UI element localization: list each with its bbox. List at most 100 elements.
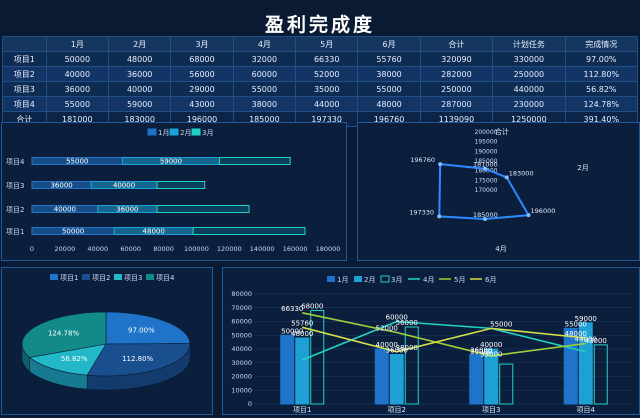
combo-data-label: 36000 — [386, 347, 408, 355]
table-header-cell — [2, 36, 47, 52]
radar-tick-label: 190000 — [475, 148, 498, 155]
table-cell: 97.00% — [564, 51, 639, 67]
x-tick-label: 140000 — [250, 245, 275, 253]
pie-slice — [105, 311, 191, 345]
table-cell: 50000 — [45, 51, 110, 67]
combo-bar — [389, 354, 404, 405]
legend-label: 项目3 — [124, 274, 142, 282]
x-tick-label: 120000 — [217, 245, 242, 253]
radar-point — [438, 162, 443, 167]
combo-bar — [404, 326, 419, 405]
legend-swatch — [50, 274, 58, 280]
table-cell: 29000 — [170, 81, 234, 97]
x-tick-label: 180000 — [316, 245, 341, 253]
radar-tick-label: 180000 — [475, 168, 498, 175]
bar-data-label: 59000 — [160, 158, 182, 166]
hbar-chart: 1月 2月 3月 0 20000 40000 60000 80000 100000 120000 1… — [6, 128, 341, 253]
table-header-cell: 2月 — [107, 36, 172, 52]
radar-axis-label: 4月 — [495, 245, 506, 253]
legend-swatch — [114, 274, 122, 280]
pie-slice — [86, 343, 191, 377]
combo-data-label: 60000 — [386, 314, 408, 322]
table-cell: 282000 — [419, 66, 494, 82]
radar-tick-label: 185000 — [475, 158, 498, 165]
table-cell: 项目2 — [2, 66, 47, 82]
pie-slice-label: 124.78% — [48, 330, 79, 338]
table-cell: 230000 — [492, 96, 566, 112]
table-cell: 55000 — [357, 81, 421, 97]
table-cell: 320090 — [419, 51, 494, 67]
combo-data-label: 55760 — [291, 319, 313, 327]
legend-label: 3月 — [391, 276, 402, 284]
legend-swatch — [327, 276, 335, 282]
table-cell: 35000 — [295, 81, 359, 97]
x-tick-label: 0 — [30, 245, 34, 253]
legend-label: 项目2 — [92, 274, 110, 282]
y-tick-label: 项目3 — [6, 182, 24, 190]
legend-swatch — [354, 276, 362, 282]
y-tick-label: 10000 — [231, 386, 252, 394]
legend-label: 4月 — [423, 276, 434, 284]
legend-label: 1月 — [158, 129, 169, 137]
table-row: 项目2 40000 36000 56000 60000 52000 38000 282000 2… — [2, 66, 639, 82]
y-tick-label: 0 — [248, 400, 252, 408]
y-tick-label: 50000 — [231, 331, 252, 339]
y-tick-label: 80000 — [231, 290, 252, 298]
combo-bar — [295, 337, 310, 405]
combo-data-label: 40000 — [480, 341, 502, 349]
legend-swatch — [380, 275, 390, 283]
combo-data-label: 68000 — [301, 303, 323, 311]
bar-data-label: 55000 — [66, 158, 88, 166]
legend-label: 5月 — [454, 276, 465, 284]
x-tick-label: 80000 — [153, 245, 174, 253]
table-cell: 52000 — [295, 66, 359, 82]
bar-data-label: 36000 — [50, 182, 72, 190]
table-cell: 44000 — [295, 96, 359, 112]
table-cell: 55760 — [357, 51, 421, 67]
table-cell: 330000 — [492, 51, 566, 67]
combo-line — [301, 320, 586, 361]
table-cell: 43000 — [170, 96, 234, 112]
x-tick-label: 60000 — [120, 245, 141, 253]
combo-data-label: 66330 — [281, 305, 303, 313]
table-row: 项目1 50000 48000 68000 32000 66330 55760 320090 3… — [2, 51, 639, 67]
combo-chart-panel: 1月 2月 3月 4月 5月 6月 0 10000 20000 30000 40000 50000 60… — [222, 267, 640, 415]
x-tick-label: 160000 — [283, 245, 308, 253]
table-header-cell: 5月 — [295, 36, 359, 52]
combo-chart: 1月 2月 3月 4月 5月 6月 0 10000 20000 30000 40000 50000 60… — [231, 275, 633, 414]
legend-label: 6月 — [485, 276, 496, 284]
table-cell: 68000 — [170, 51, 234, 67]
y-tick-label: 项目2 — [6, 206, 24, 214]
combo-bar — [374, 348, 389, 405]
table-header-cell: 3月 — [170, 36, 234, 52]
table-header-cell: 6月 — [357, 36, 421, 52]
combo-bar — [484, 348, 499, 405]
radar-point — [483, 166, 487, 171]
bar-segment — [156, 205, 250, 213]
radar-tick-label: 175000 — [475, 177, 498, 184]
combo-data-label: 55000 — [565, 320, 587, 328]
x-tick-label: 项目2 — [388, 406, 406, 414]
x-tick-label: 项目3 — [482, 406, 500, 414]
combo-bar — [469, 354, 484, 405]
y-tick-label: 40000 — [231, 345, 252, 353]
table-cell: 40000 — [45, 66, 110, 82]
legend-label: 项目1 — [60, 274, 78, 282]
combo-bar — [280, 334, 295, 405]
y-tick-label: 60000 — [231, 318, 252, 326]
legend-label: 2月 — [180, 129, 191, 137]
radar-axis-label: 2月 — [577, 164, 588, 172]
table-cell: 66330 — [295, 51, 359, 67]
radar-point-label: 196760 — [410, 156, 435, 164]
table-header-cell: 1月 — [45, 36, 110, 52]
bar-segment — [192, 227, 306, 235]
combo-data-label: 36000 — [470, 347, 492, 355]
radar-point-label: 185000 — [473, 211, 498, 219]
combo-data-label: 48000 — [565, 330, 587, 338]
table-cell: 56.82% — [564, 81, 639, 97]
combo-data-label: 56000 — [396, 319, 418, 327]
table-header-cell: 完成情况 — [564, 36, 639, 52]
table-cell: 48000 — [357, 96, 421, 112]
radar-tick-label: 195000 — [475, 139, 498, 146]
combo-data-label: 48000 — [291, 330, 313, 338]
